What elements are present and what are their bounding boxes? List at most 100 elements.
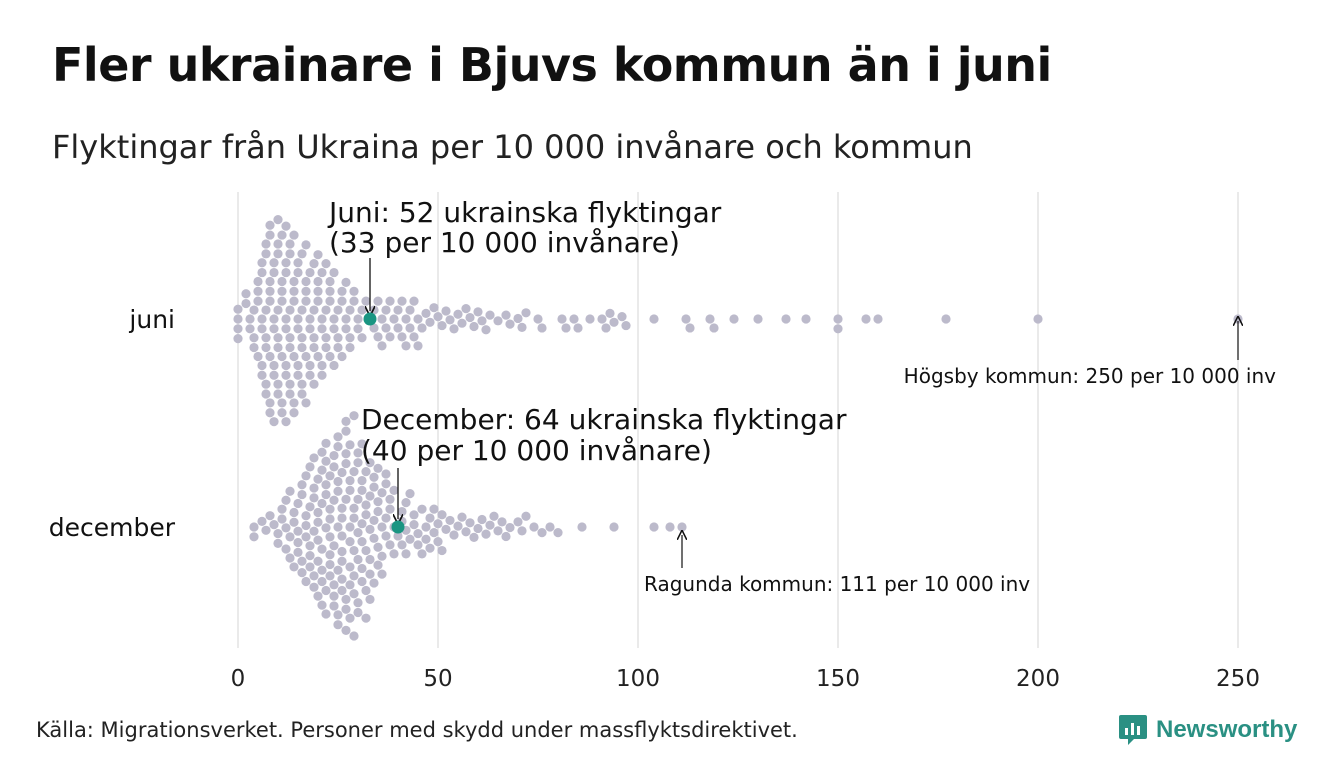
data-point [301,351,311,362]
data-point [253,296,263,306]
data-point [305,314,315,324]
data-point [373,332,383,342]
data-point [249,522,259,532]
data-point [317,360,327,371]
data-point [257,267,267,278]
data-point [421,308,431,318]
data-point [313,517,323,527]
data-point [337,467,347,478]
data-point [513,313,523,324]
data-point [801,314,811,324]
data-point [293,314,303,324]
data-point [297,556,307,566]
data-point [341,277,351,287]
data-point [269,314,279,324]
data-point [313,591,323,601]
data-point [281,314,291,324]
data-point [345,562,355,572]
data-point [313,556,323,566]
data-point [313,286,323,296]
data-point [425,317,435,327]
data-point [577,522,587,532]
data-point [357,576,367,587]
data-point [285,486,295,496]
data-point [281,523,291,533]
data-point [277,408,287,418]
data-point [337,503,347,513]
data-point [333,565,343,575]
data-point [357,563,367,574]
data-point [265,398,275,408]
data-point [341,324,351,334]
data-point [497,517,507,527]
data-point [585,314,595,324]
data-point [325,550,335,560]
data-point [325,286,335,296]
highlight-point [391,520,405,534]
data-point [677,522,687,532]
data-point [429,303,439,313]
data-point [345,580,355,590]
data-point [269,370,279,380]
data-point [285,532,295,542]
data-point [357,475,367,486]
data-point [337,351,347,362]
data-point [249,333,259,343]
data-point [341,449,351,459]
data-point [357,537,367,547]
data-point [297,480,307,490]
data-point [285,249,295,259]
data-point [253,351,263,362]
data-point [325,514,335,524]
max-value-label: Högsby kommun: 250 per 10 000 inv [904,364,1276,388]
data-point [345,485,355,495]
data-point [337,513,347,523]
data-point [325,296,335,306]
data-point [281,267,291,278]
data-point [353,528,363,538]
data-point [309,526,319,536]
data-point [233,324,243,334]
data-point [293,547,303,557]
data-point [349,513,359,523]
data-point [281,258,291,268]
data-point [313,474,323,484]
data-point [273,538,283,548]
data-point [561,323,571,333]
data-point [337,296,347,306]
data-point [433,312,443,322]
data-point [385,540,395,550]
data-point [297,567,307,578]
data-point [281,370,291,380]
data-point [289,286,299,296]
data-point [269,520,279,530]
x-tick-label: 250 [1216,666,1260,692]
data-point [453,521,463,531]
data-point [361,613,371,623]
data-point [393,531,403,541]
data-point [369,482,379,492]
x-tick-label: 0 [231,666,246,692]
data-point [349,631,359,641]
data-point [357,439,367,449]
data-point [729,314,739,324]
data-point [381,323,391,333]
highlight-annotation-line1: Juni: 52 ukrainska flyktingar [327,196,722,229]
data-point [681,314,691,324]
data-point [345,537,355,547]
data-point [405,489,415,499]
data-point [345,333,355,343]
data-point [357,305,367,315]
data-point [261,333,271,343]
source-note: Källa: Migrationsverket. Personer med sk… [36,718,798,742]
data-point [313,296,323,306]
data-point [317,314,327,324]
data-point [321,585,331,596]
data-point [257,314,267,324]
data-point [289,296,299,306]
data-point [337,546,347,557]
data-point [317,370,327,380]
data-point [285,239,295,249]
data-point [385,296,395,306]
